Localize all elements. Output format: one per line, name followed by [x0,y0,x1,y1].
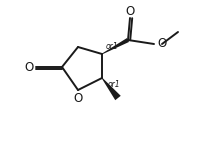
Text: O: O [157,36,167,50]
Text: or1: or1 [108,80,121,89]
Text: O: O [24,60,34,74]
Polygon shape [102,78,121,100]
Polygon shape [102,38,129,54]
Text: O: O [73,91,83,105]
Text: O: O [125,5,135,17]
Text: or1: or1 [106,42,119,51]
